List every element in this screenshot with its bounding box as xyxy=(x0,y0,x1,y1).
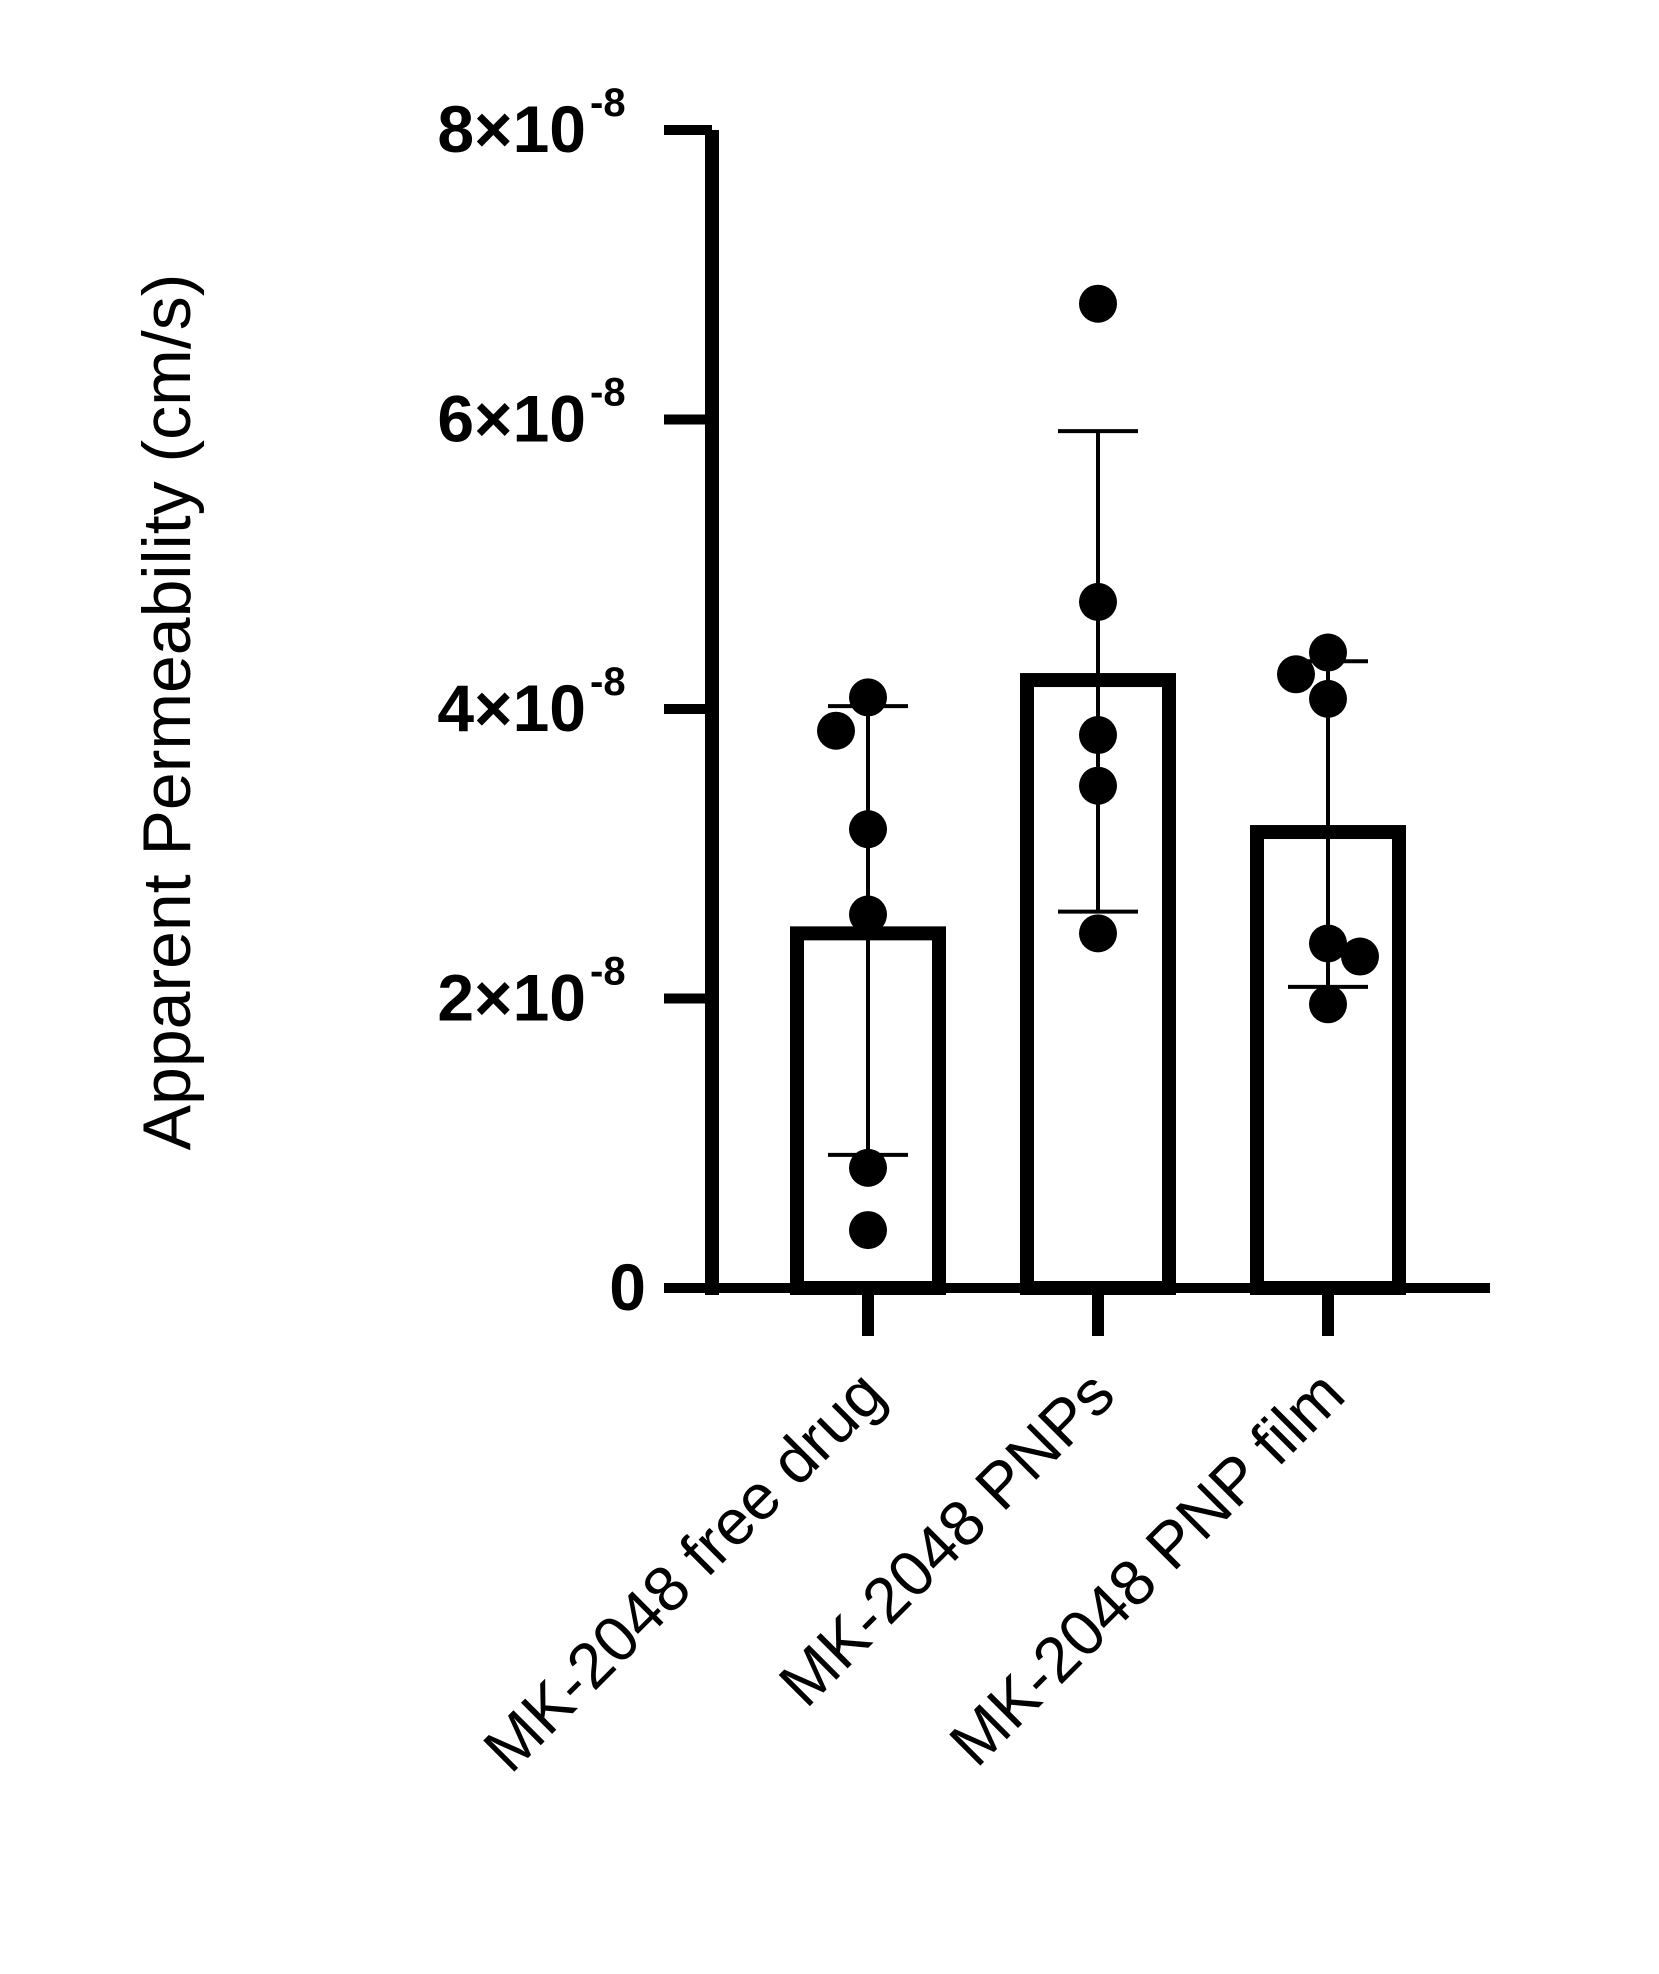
data-point xyxy=(849,895,887,934)
data-point xyxy=(1079,766,1117,805)
y-tick-exponent: -8 xyxy=(590,950,626,994)
y-tick-label: 0 xyxy=(609,1250,646,1324)
y-tick-exponent: -8 xyxy=(590,81,626,125)
data-point xyxy=(1309,633,1347,672)
x-tick-label: MK-2048 PNP film xyxy=(936,1357,1358,1779)
data-point xyxy=(1309,679,1347,718)
data-point xyxy=(1079,582,1117,621)
y-tick-label: 6×10 xyxy=(437,382,586,456)
y-tick-label: 4×10 xyxy=(437,671,586,745)
y-axis-label: Apparent Permeability (cm/s) xyxy=(129,274,205,1151)
data-point xyxy=(849,1148,887,1187)
data-point xyxy=(1309,985,1347,1024)
y-tick-label: 2×10 xyxy=(437,961,586,1035)
data-point xyxy=(1079,284,1117,323)
data-point xyxy=(1277,655,1315,694)
data-point xyxy=(1309,924,1347,963)
data-point xyxy=(849,810,887,849)
x-tick-label: MK-2048 free drug xyxy=(470,1357,898,1785)
data-point xyxy=(849,1211,887,1250)
y-tick-exponent: -8 xyxy=(590,660,626,704)
y-tick-exponent: -8 xyxy=(590,371,626,415)
data-point xyxy=(849,678,887,717)
data-point xyxy=(1079,716,1117,755)
data-point xyxy=(817,711,855,750)
y-tick-label: 8×10 xyxy=(437,92,586,166)
data-point xyxy=(1079,914,1117,953)
plot-area: 02×10 -84×10 -86×10 -88×10 -8MK-2048 free dr… xyxy=(437,81,1490,1785)
data-point xyxy=(1341,937,1379,976)
